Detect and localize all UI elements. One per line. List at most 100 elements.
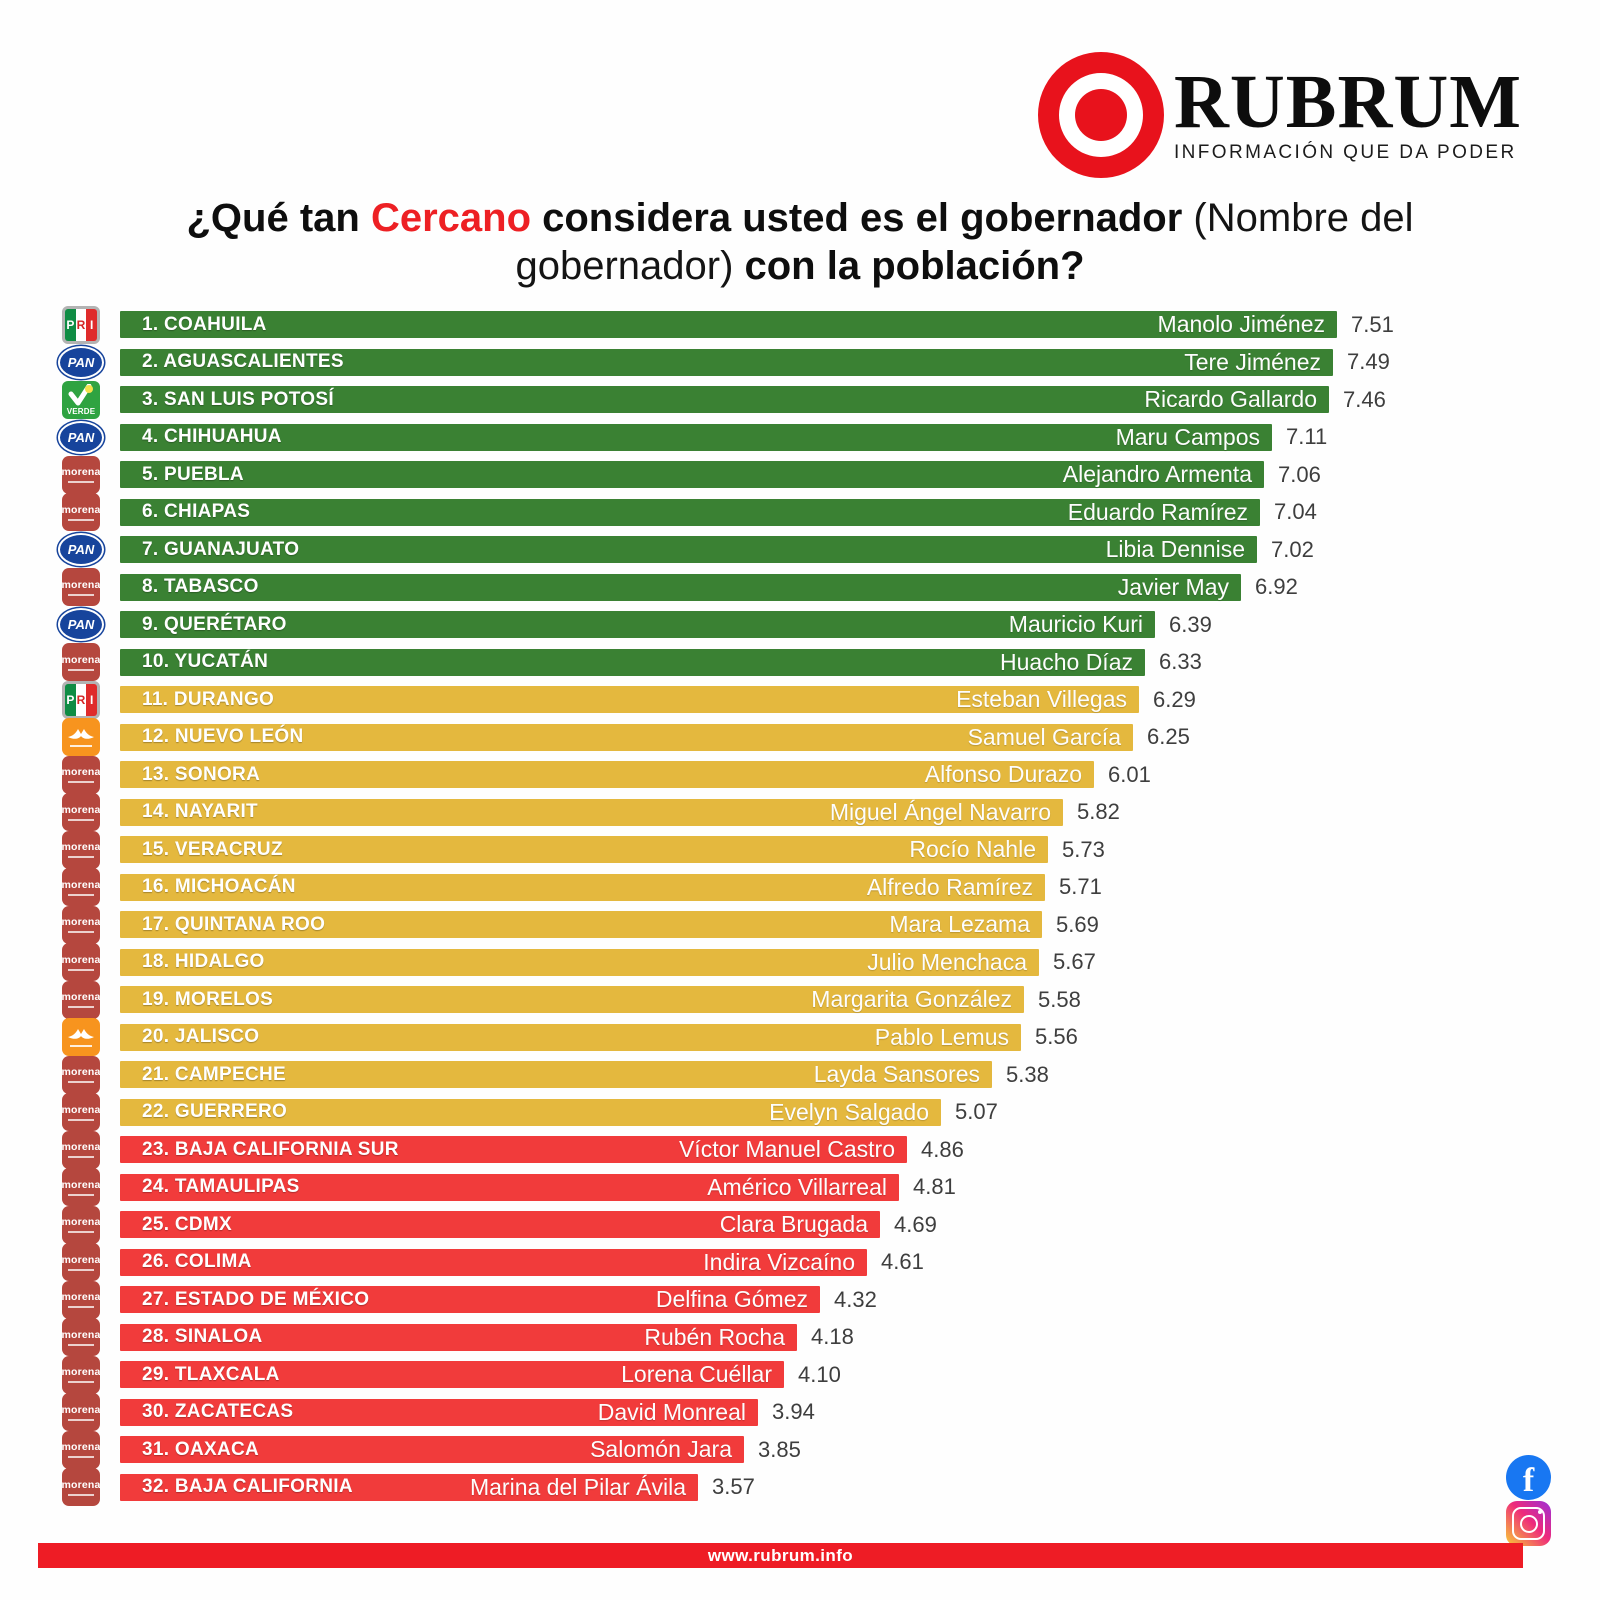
governor-label: Rocío Nahle: [909, 836, 1036, 862]
state-label: 4. CHIHUAHUA: [142, 426, 282, 447]
facebook-icon[interactable]: f: [1506, 1455, 1551, 1500]
state-label: 18. HIDALGO: [142, 951, 265, 972]
footer-url[interactable]: www.rubrum.info: [707, 1545, 854, 1565]
state-label: 30. ZACATECAS: [142, 1401, 294, 1422]
governor-label: Indira Vizcaíno: [703, 1248, 855, 1275]
score-bar: 32. BAJA CALIFORNIA Marina del Pilar Ávil…: [120, 1473, 698, 1501]
chart-row: morena 21. CAMPECHE Layda Sansores 5.38: [0, 1055, 1600, 1094]
score-bar: 7. GUANAJUATO Libia Dennise: [120, 536, 1257, 563]
state-label: 29. TLAXCALA: [142, 1363, 280, 1385]
chart-row: morena 16. MICHOACÁN Alfredo Ramírez 5.71: [0, 868, 1600, 907]
governor-label: Tere Jiménez: [1184, 348, 1321, 375]
score-bar: 27. ESTADO DE MÉXICO Delfina Gómez: [120, 1286, 820, 1313]
state-label: 6. CHIAPAS: [142, 501, 251, 522]
state-label: 27. ESTADO DE MÉXICO: [142, 1288, 370, 1310]
morena-logo-icon: morena: [61, 568, 100, 607]
instagram-icon[interactable]: [1506, 1501, 1551, 1546]
chart-row: morena 15. VERACRUZ Rocío Nahle 5.73: [0, 830, 1600, 869]
chart-row: morena 25. CDMX Clara Brugada 4.69: [0, 1205, 1600, 1244]
governor-label: Alejandro Armenta: [1062, 461, 1252, 487]
governor-label: Rubén Rocha: [644, 1323, 785, 1350]
party-logo: morena: [60, 1280, 102, 1320]
score-value: 7.06: [1278, 461, 1321, 487]
governor-label: Huacho Díaz: [1000, 648, 1133, 675]
score-value: 3.94: [772, 1399, 815, 1425]
governor-label: Eduardo Ramírez: [1067, 498, 1248, 525]
score-bar: 14. NAYARIT Miguel Ángel Navarro: [120, 798, 1063, 826]
score-bar: 2. AGUASCALIENTES Tere Jiménez: [120, 348, 1333, 376]
state-label: 13. SONORA: [142, 763, 261, 785]
pan-logo-icon: PAN: [60, 535, 102, 565]
party-logo: PAN: [60, 417, 102, 457]
governor-label: Marina del Pilar Ávila: [469, 1473, 686, 1500]
brand-tagline: INFORMACIÓN QUE DA PODER: [1174, 141, 1517, 163]
brand-name: RUBRUM: [1174, 60, 1522, 145]
morena-logo-icon: morena: [61, 1205, 100, 1244]
chart-row: morena 19. MORELOS Margarita González 5.58: [0, 980, 1600, 1019]
party-logo: morena: [60, 1430, 102, 1470]
title-segment: con la población?: [744, 244, 1085, 288]
governor-label: Alfredo Ramírez: [866, 873, 1033, 900]
state-label: 21. CAMPECHE: [142, 1063, 287, 1085]
chart-row: morena 29. TLAXCALA Lorena Cuéllar 4.10: [0, 1355, 1600, 1394]
social-links: f: [1506, 1455, 1551, 1546]
chart-row: morena 14. NAYARIT Miguel Ángel Navarro 5.8…: [0, 793, 1600, 832]
score-value: 4.81: [913, 1174, 956, 1200]
score-value: 7.49: [1347, 349, 1390, 375]
score-bar: 24. TAMAULIPAS Américo Villarreal: [120, 1173, 899, 1201]
score-bar: 12. NUEVO LEÓN Samuel García: [120, 723, 1133, 751]
chart-row: morena 10. YUCATÁN Huacho Díaz 6.33: [0, 642, 1600, 682]
governor-label: Miguel Ángel Navarro: [829, 798, 1051, 825]
score-bar: 10. YUCATÁN Huacho Díaz: [120, 648, 1145, 676]
score-bar: 28. SINALOA Rubén Rocha: [120, 1323, 797, 1351]
morena-logo-icon: morena: [61, 455, 100, 494]
party-logo: PAN: [60, 342, 102, 382]
state-label: 16. MICHOACÁN: [142, 876, 296, 897]
chart-row: 12. NUEVO LEÓN Samuel García 6.25: [0, 718, 1600, 757]
morena-logo-icon: morena: [61, 793, 100, 832]
score-bar: 21. CAMPECHE Layda Sansores: [120, 1061, 992, 1088]
chart-row: morena 31. OAXACA Salomón Jara 3.85: [0, 1430, 1600, 1470]
state-label: 22. GUERRERO: [142, 1101, 288, 1122]
bullseye-target-icon: [1038, 52, 1164, 178]
state-label: 32. BAJA CALIFORNIA: [142, 1476, 353, 1497]
score-bar: 19. MORELOS Margarita González: [120, 986, 1024, 1013]
score-value: 6.33: [1159, 649, 1202, 675]
score-value: 6.92: [1255, 574, 1298, 600]
morena-logo-icon: morena: [61, 830, 100, 869]
morena-logo-icon: morena: [61, 1055, 100, 1094]
governor-label: Manolo Jiménez: [1157, 311, 1325, 337]
chart-rows: P R I 1. COAHUILA Manolo Jiménez 7.51 PAN 2. AG…: [0, 305, 1600, 1507]
governor-label: Javier May: [1117, 573, 1229, 600]
chart-row: morena 22. GUERRERO Evelyn Salgado 5.07: [0, 1093, 1600, 1132]
morena-logo-icon: morena: [61, 905, 100, 944]
party-logo: morena: [60, 1130, 102, 1170]
score-value: 5.73: [1062, 836, 1105, 862]
governor-label: Esteban Villegas: [956, 686, 1127, 712]
score-value: 7.02: [1271, 536, 1314, 562]
state-label: 28. SINALOA: [142, 1326, 263, 1347]
score-value: 4.32: [834, 1286, 877, 1312]
score-value: 6.29: [1153, 686, 1196, 712]
morena-logo-icon: morena: [61, 1130, 100, 1169]
state-label: 10. YUCATÁN: [142, 651, 269, 672]
governor-label: David Monreal: [597, 1398, 746, 1425]
governor-label: Clara Brugada: [719, 1211, 868, 1237]
state-label: 24. TAMAULIPAS: [142, 1176, 300, 1197]
state-label: 5. PUEBLA: [142, 463, 244, 485]
score-bar: 29. TLAXCALA Lorena Cuéllar: [120, 1361, 784, 1388]
chart-row: P R I 11. DURANGO Esteban Villegas 6.29: [0, 680, 1600, 719]
score-value: 5.58: [1038, 986, 1081, 1012]
score-bar: 3. SAN LUIS POTOSÍ Ricardo Gallardo: [120, 386, 1329, 413]
chart-row: morena 23. BAJA CALIFORNIA SUR Víctor Manu…: [0, 1130, 1600, 1170]
morena-logo-icon: morena: [61, 868, 100, 907]
party-logo: morena: [60, 755, 102, 795]
state-label: 3. SAN LUIS POTOSÍ: [142, 388, 334, 410]
chart-row: morena 8. TABASCO Javier May 6.92: [0, 568, 1600, 607]
score-value: 6.01: [1108, 761, 1151, 787]
party-logo: morena: [60, 642, 102, 682]
party-logo: morena: [60, 942, 102, 982]
governor-label: Libia Dennise: [1105, 536, 1245, 562]
